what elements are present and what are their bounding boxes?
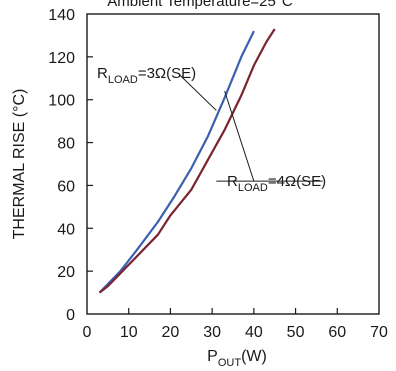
y-tick-label: 140 [48,7,75,24]
x-tick-label: 0 [83,324,92,341]
plot-frame [86,13,380,315]
series-line-3ohm [98,30,255,294]
y-axis: 0 20 40 60 80 100 120 140 [48,7,93,324]
y-tick-label: 20 [57,264,75,281]
x-tick-label: 20 [162,324,180,341]
y-axis-title: THERMAL RISE (°C) [11,89,28,240]
annotation-leader-4ohm [224,90,255,182]
x-axis-title: POUT(W) [207,348,267,369]
x-tick-label: 70 [370,324,388,341]
series-line-4ohm [98,28,276,294]
annotation-leader-3ohm [178,73,217,111]
x-tick-label: 30 [203,324,221,341]
y-tick-label: 120 [48,50,75,67]
x-tick-label: 10 [120,324,138,341]
y-tick-label: 40 [57,221,75,238]
y-tick-label: 80 [57,136,75,153]
annotation-4ohm: RLOAD=4Ω(SE) [227,173,326,194]
annotation-3ohm: RLOAD=3Ω(SE) [97,65,196,86]
y-tick-label: 0 [66,307,75,324]
series-group [98,28,276,294]
x-axis: 0 10 20 30 40 50 60 70 [83,308,388,341]
x-tick-label: 50 [287,324,305,341]
y-tick-label: 60 [57,178,75,195]
x-tick-label: 60 [328,324,346,341]
x-tick-label: 40 [245,324,263,341]
y-tick-label: 100 [48,93,75,110]
chart-top-note: Ambient Temperature=25°C [107,0,293,10]
